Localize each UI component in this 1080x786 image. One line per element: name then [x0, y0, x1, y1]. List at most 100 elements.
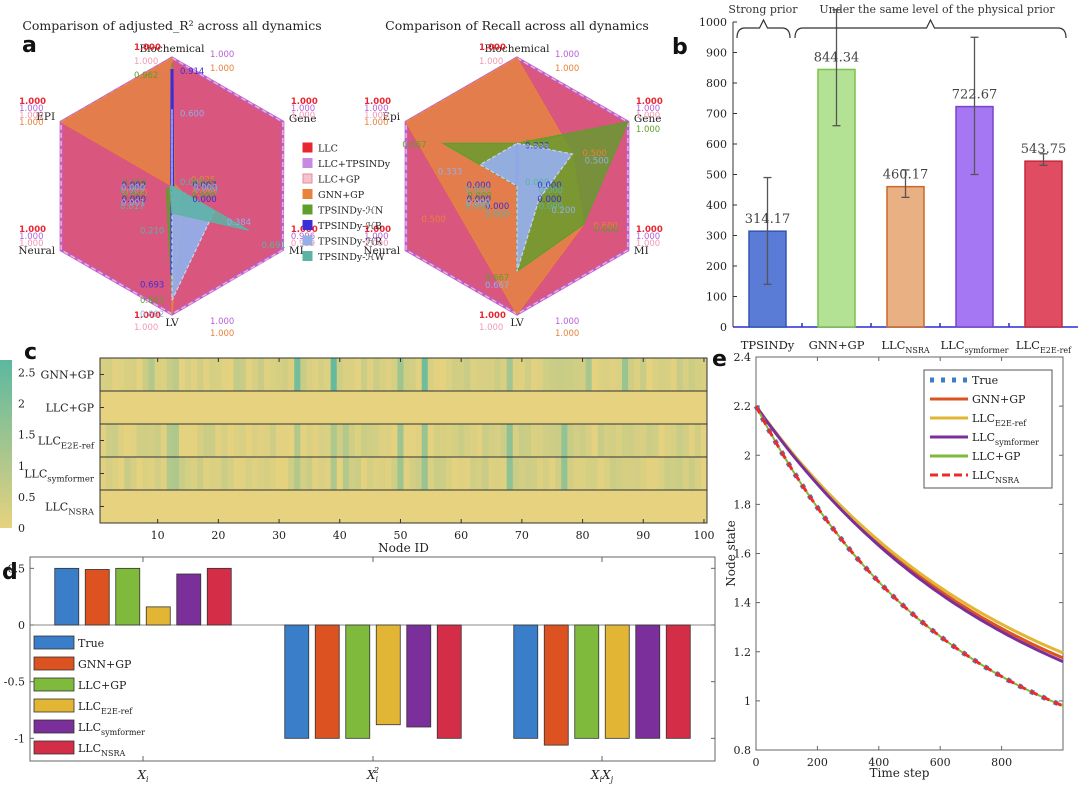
heatmap-cell: [209, 391, 216, 424]
heatmap-cell: [318, 358, 326, 391]
heatmap-cell: [567, 391, 574, 424]
value-label: 0.000: [537, 195, 561, 205]
heatmap-cell: [130, 457, 137, 490]
heatmap-cell: [524, 424, 532, 457]
heatmap-cell: [367, 358, 374, 391]
bar-value-label: 314.17: [745, 212, 791, 227]
heatmap-cell: [682, 358, 690, 391]
heatmap-cell: [652, 424, 659, 457]
heatmap-cell: [330, 490, 338, 523]
heatmap-cell: [397, 424, 404, 457]
heatmap-cell: [282, 457, 289, 490]
heatmap-cell: [276, 457, 283, 490]
heatmap-cell: [591, 490, 599, 523]
heatmap-cell: [622, 424, 629, 457]
heatmap-cell: [609, 391, 617, 424]
heatmap-cell: [658, 391, 666, 424]
x-tick-label: 100: [693, 529, 714, 542]
heatmap-cell: [166, 424, 174, 457]
y-tick-label: 1000: [699, 16, 727, 29]
legend-label: LLC+GP: [972, 450, 1021, 463]
heatmap-cell: [361, 358, 368, 391]
heatmap-cell: [597, 358, 605, 391]
heatmap-cell: [670, 391, 678, 424]
value-label: 0.667: [402, 141, 426, 151]
heatmap-cell: [263, 358, 271, 391]
x-tick-label: 10: [151, 529, 165, 542]
bar: [54, 567, 80, 626]
y-tick-label: 300: [706, 230, 727, 243]
heatmap-cell: [300, 490, 307, 523]
heatmap-cell: [585, 490, 593, 523]
row-label: LLC+GP: [46, 402, 95, 415]
annotation-same-level: Under the same level of the physical pri…: [819, 3, 1055, 16]
value-label: 0.384: [227, 218, 251, 228]
heatmap-cell: [112, 358, 119, 391]
value-label: 1.000: [19, 104, 43, 114]
heatmap-cell: [700, 391, 708, 424]
heatmap-cell: [579, 424, 587, 457]
value-label: 0.088: [192, 189, 216, 199]
heatmap-cell: [500, 457, 508, 490]
value-label: 0.914: [180, 67, 204, 77]
value-label: 0.693: [140, 281, 164, 291]
heatmap-cell: [318, 424, 326, 457]
heatmap-cell: [227, 457, 235, 490]
y-tick-label: 400: [706, 199, 727, 212]
value-label: 0.000: [465, 202, 489, 212]
radar-series-llc-gp: [60, 57, 284, 315]
heatmap-cell: [106, 391, 113, 424]
heatmap-cell: [148, 358, 156, 391]
heatmap-cell: [615, 358, 623, 391]
heatmap-cell: [263, 391, 271, 424]
heatmap-cell: [700, 424, 708, 457]
heatmap-cell: [470, 490, 477, 523]
heatmap-cell: [670, 358, 678, 391]
heatmap-cell: [464, 424, 471, 457]
x-tick-label: 80: [576, 529, 590, 542]
heatmap-cell: [603, 457, 611, 490]
bar: [284, 624, 310, 739]
value-label: 0.000: [485, 210, 509, 220]
heatmap-cell: [445, 457, 453, 490]
heatmap-cell: [458, 391, 465, 424]
heatmap-cell: [354, 424, 362, 457]
heatmap-c: GNN+GP LLC+GP LLCE2E-ref LLCsymformer LLCNSR…: [0, 357, 714, 555]
radar-chart-recall: Comparison of Recall across all dynamics…: [363, 18, 662, 339]
heatmap-cell: [640, 424, 647, 457]
heatmap-cell: [567, 358, 574, 391]
axis-label-lv: LV: [165, 317, 179, 329]
x-tick-label: TPSINDy: [741, 338, 795, 352]
heatmap-cell: [154, 391, 162, 424]
heatmap-cell: [142, 490, 150, 523]
heatmap-cell: [336, 457, 344, 490]
bar: [145, 606, 171, 626]
heatmap-cell: [312, 424, 320, 457]
heatmap-cell: [148, 457, 156, 490]
heatmap-cell: [470, 358, 477, 391]
value-label: 0.667: [485, 281, 509, 291]
heatmap-cell: [312, 391, 320, 424]
heatmap-cell: [445, 424, 453, 457]
heatmap-cell: [191, 391, 198, 424]
radar-series-tpsindy-r: [478, 142, 574, 272]
x-tick-label: 800: [991, 756, 1012, 769]
heatmap-cell: [415, 391, 423, 424]
heatmap-cell: [342, 424, 350, 457]
heatmap-cell: [215, 424, 222, 457]
heatmap-cell: [482, 391, 489, 424]
heatmap-cell: [524, 358, 532, 391]
value-label: 1.000: [364, 104, 388, 114]
heatmap-cell: [688, 391, 696, 424]
heatmap-cell: [203, 391, 210, 424]
bar: [84, 569, 110, 626]
value-label: 1.000: [479, 311, 506, 321]
value-label: 0.017: [120, 202, 144, 212]
heatmap-frame: [99, 357, 708, 524]
panel-letter-e: e: [712, 347, 727, 372]
x-axis-label: Time step: [870, 766, 930, 780]
x-tick-label: 200: [807, 756, 828, 769]
heatmap-cell: [700, 358, 708, 391]
heatmap-cell: [160, 391, 168, 424]
heatmap-cell: [294, 457, 301, 490]
